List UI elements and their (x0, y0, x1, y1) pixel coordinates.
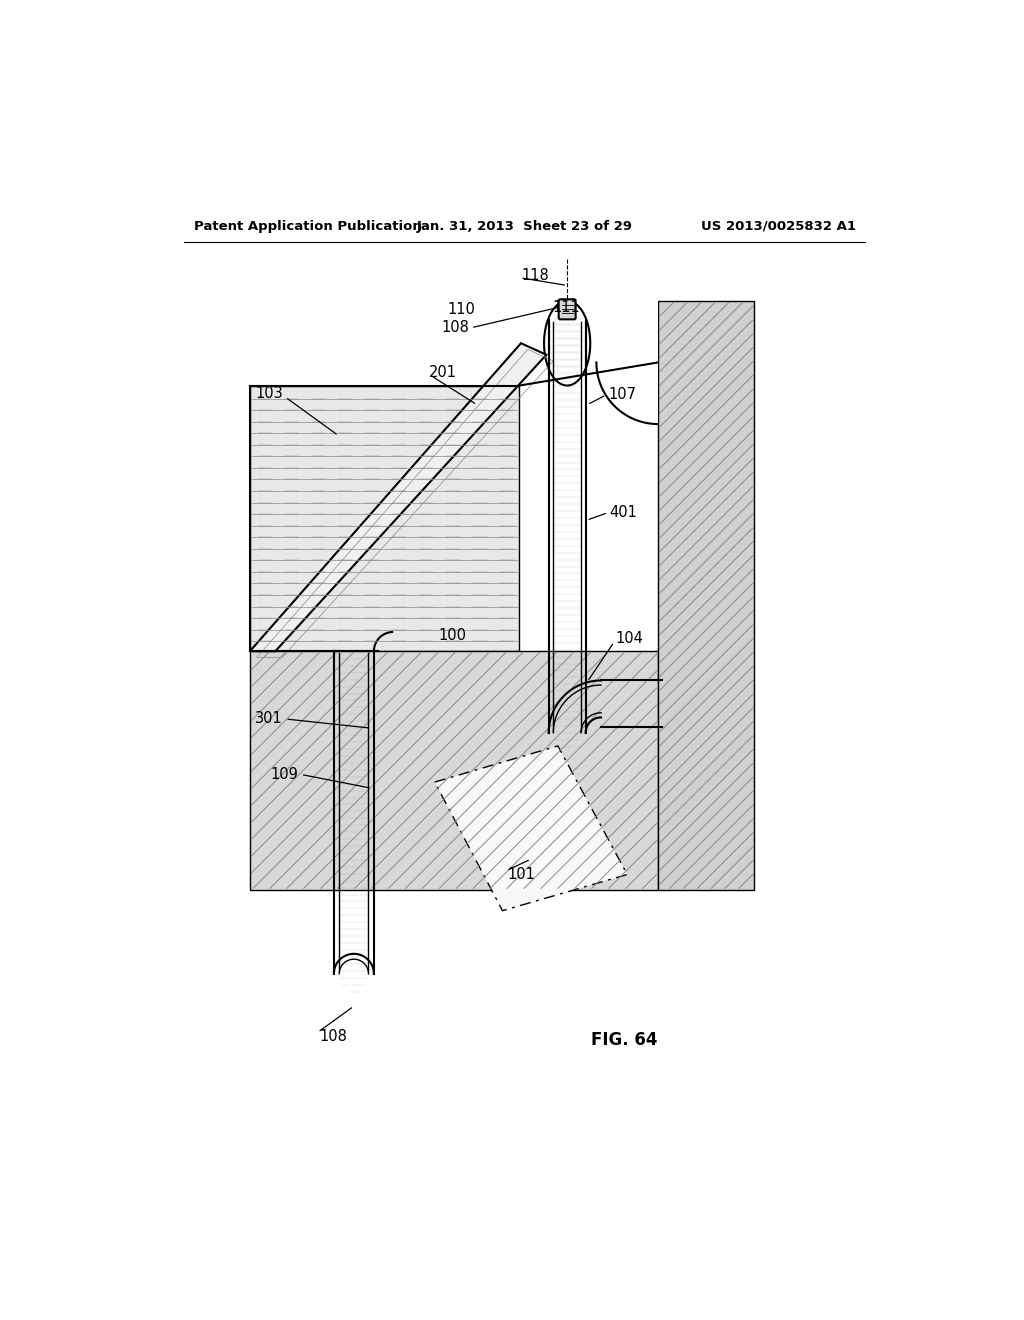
Text: FIG. 64: FIG. 64 (591, 1031, 657, 1049)
Text: US 2013/0025832 A1: US 2013/0025832 A1 (700, 219, 856, 232)
Polygon shape (544, 301, 590, 385)
Text: Patent Application Publication: Patent Application Publication (194, 219, 422, 232)
Text: Jan. 31, 2013  Sheet 23 of 29: Jan. 31, 2013 Sheet 23 of 29 (417, 219, 633, 232)
Text: 401: 401 (609, 506, 637, 520)
Text: 107: 107 (608, 387, 636, 403)
Text: 109: 109 (270, 767, 298, 781)
Text: 100: 100 (438, 628, 467, 643)
Text: 108: 108 (319, 1028, 347, 1044)
Text: 104: 104 (615, 631, 643, 645)
Text: 103: 103 (255, 385, 283, 401)
Polygon shape (250, 385, 519, 651)
Text: 118: 118 (521, 268, 550, 282)
Polygon shape (435, 746, 628, 911)
Polygon shape (658, 301, 755, 890)
Text: 101: 101 (508, 867, 536, 882)
Text: 201: 201 (429, 364, 458, 380)
Text: 110: 110 (447, 302, 475, 317)
Polygon shape (250, 651, 658, 890)
Text: 108: 108 (441, 321, 469, 335)
FancyBboxPatch shape (559, 300, 575, 319)
Polygon shape (250, 343, 547, 651)
Polygon shape (596, 301, 658, 424)
Text: 111: 111 (553, 300, 581, 314)
Text: 301: 301 (255, 711, 283, 726)
